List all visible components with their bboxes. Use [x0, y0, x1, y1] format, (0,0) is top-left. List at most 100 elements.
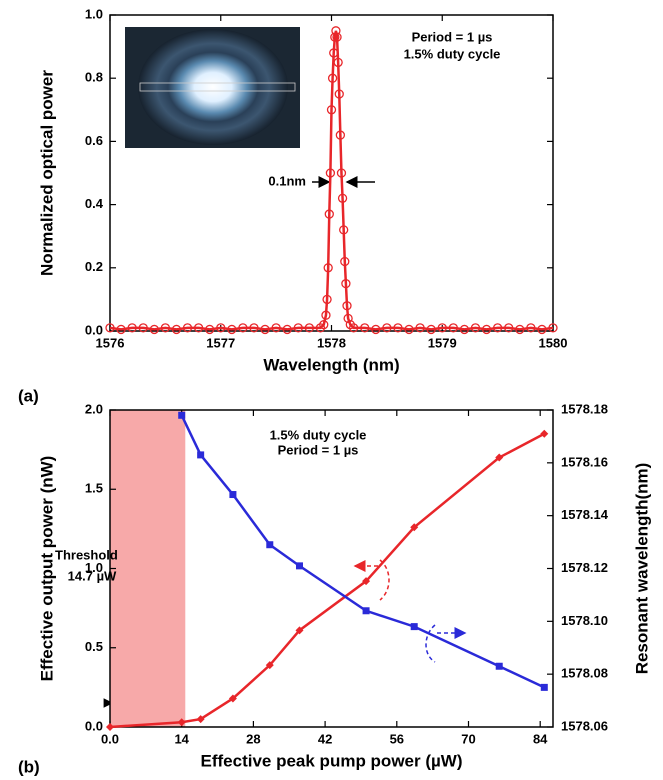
marker	[304, 323, 315, 333]
marker	[526, 323, 536, 333]
x-tick-label: 70	[461, 731, 475, 746]
annotation: 14.7 µW	[68, 568, 117, 583]
annotation: Period = 1 µs	[412, 29, 493, 44]
y2-tick-label: 1578.12	[561, 560, 608, 575]
marker	[360, 323, 370, 333]
x-tick-label: 1580	[539, 335, 568, 350]
marker	[495, 662, 503, 670]
panel-label: (b)	[18, 757, 40, 776]
marker	[149, 324, 159, 335]
y-axis-title: Effective output power (nW)	[37, 456, 56, 682]
y2-tick-label: 1578.14	[561, 507, 609, 522]
marker	[371, 324, 381, 335]
y-tick-label: 2.0	[85, 401, 103, 416]
x-tick-label: 1579	[428, 335, 457, 350]
marker	[515, 324, 525, 335]
marker	[282, 324, 292, 335]
marker	[332, 32, 342, 42]
marker	[362, 577, 371, 586]
marker	[177, 718, 186, 727]
marker	[540, 683, 548, 691]
marker	[326, 105, 337, 115]
x-tick-label: 1578	[317, 335, 346, 350]
marker	[459, 324, 470, 335]
panel-label: (a)	[18, 386, 39, 405]
marker	[410, 623, 418, 631]
y-tick-label: 1.0	[85, 6, 103, 21]
marker	[228, 694, 237, 703]
marker	[325, 168, 336, 178]
marker	[492, 323, 503, 333]
x-tick-label: 42	[318, 731, 332, 746]
marker	[327, 73, 338, 83]
marker	[336, 168, 347, 178]
marker	[216, 323, 226, 333]
marker	[340, 256, 350, 267]
marker	[481, 324, 492, 335]
marker	[331, 26, 341, 36]
y-tick-label: 0.0	[85, 718, 103, 733]
marker	[178, 411, 186, 419]
y2-tick-label: 1578.18	[561, 401, 608, 416]
marker	[342, 301, 352, 311]
annotation: Threshold	[55, 547, 118, 562]
marker	[321, 310, 331, 320]
y2-axis-title: Resonant wavelength(nm)	[632, 463, 651, 675]
marker	[343, 313, 353, 324]
marker	[393, 323, 403, 333]
marker	[319, 320, 329, 330]
marker	[116, 324, 126, 335]
marker	[548, 323, 558, 333]
y-tick-label: 1.5	[85, 481, 103, 496]
y2-tick-label: 1578.06	[561, 718, 608, 733]
annotation: Period = 1 µs	[278, 442, 359, 457]
marker	[127, 323, 137, 333]
marker	[295, 626, 304, 635]
marker	[182, 323, 193, 333]
marker	[415, 323, 425, 333]
marker	[293, 323, 303, 333]
y-tick-label: 0.8	[85, 70, 103, 85]
x-tick-label: 14	[174, 731, 189, 746]
marker	[437, 323, 447, 333]
marker	[160, 323, 171, 333]
marker	[322, 294, 332, 305]
marker	[339, 225, 349, 235]
marker	[410, 523, 419, 532]
marker	[229, 491, 237, 499]
y-tick-label: 0.6	[85, 133, 103, 148]
marker	[249, 323, 259, 333]
marker	[106, 723, 114, 731]
marker	[324, 209, 334, 219]
marker	[196, 715, 205, 724]
marker	[382, 323, 392, 333]
marker	[266, 541, 274, 549]
marker	[271, 323, 281, 333]
marker	[540, 429, 549, 438]
marker	[470, 323, 481, 333]
marker	[335, 130, 346, 140]
marker	[260, 324, 270, 335]
annotation: 1.5% duty cycle	[404, 46, 501, 61]
marker	[504, 323, 514, 333]
x-tick-label: 1577	[206, 335, 235, 350]
y-tick-label: 0.5	[85, 639, 103, 654]
x-tick-label: 84	[533, 731, 548, 746]
threshold-region	[110, 410, 186, 727]
marker	[238, 323, 248, 333]
y-axis-title: Normalized optical power	[37, 70, 56, 276]
marker	[426, 324, 436, 335]
marker	[348, 323, 359, 333]
marker	[362, 607, 370, 615]
x-tick-label: 1576	[96, 335, 125, 350]
annotation: 0.1nm	[268, 173, 306, 188]
y-tick-label: 0.0	[85, 322, 103, 337]
marker	[495, 453, 504, 462]
y2-tick-label: 1578.10	[561, 613, 608, 628]
y2-tick-label: 1578.08	[561, 666, 608, 681]
marker	[197, 451, 205, 459]
x-tick-label: 28	[246, 731, 260, 746]
marker	[295, 562, 303, 570]
